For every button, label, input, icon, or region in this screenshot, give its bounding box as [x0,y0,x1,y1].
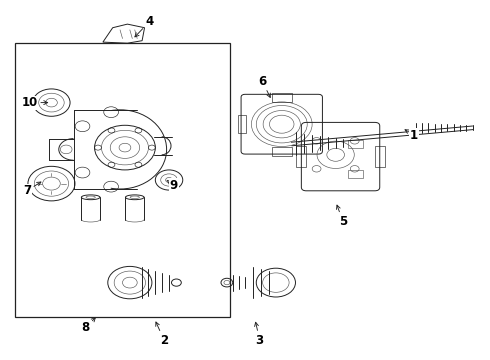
Text: 3: 3 [255,322,264,347]
Bar [15,43,230,317]
Bar [272,93,292,102]
Text: 2: 2 [156,322,168,347]
Text: 6: 6 [258,75,270,98]
Bar [238,115,246,133]
Bar [375,146,385,167]
Bar [348,140,363,148]
Bar [348,170,363,178]
Text: 1: 1 [405,129,418,141]
Text: 4: 4 [135,15,153,37]
Text: 5: 5 [337,205,347,228]
Text: 10: 10 [21,96,48,109]
Bar [272,147,292,156]
Text: 8: 8 [82,318,96,334]
Text: 7: 7 [23,182,41,197]
Bar [296,146,306,167]
Text: 9: 9 [167,179,178,192]
